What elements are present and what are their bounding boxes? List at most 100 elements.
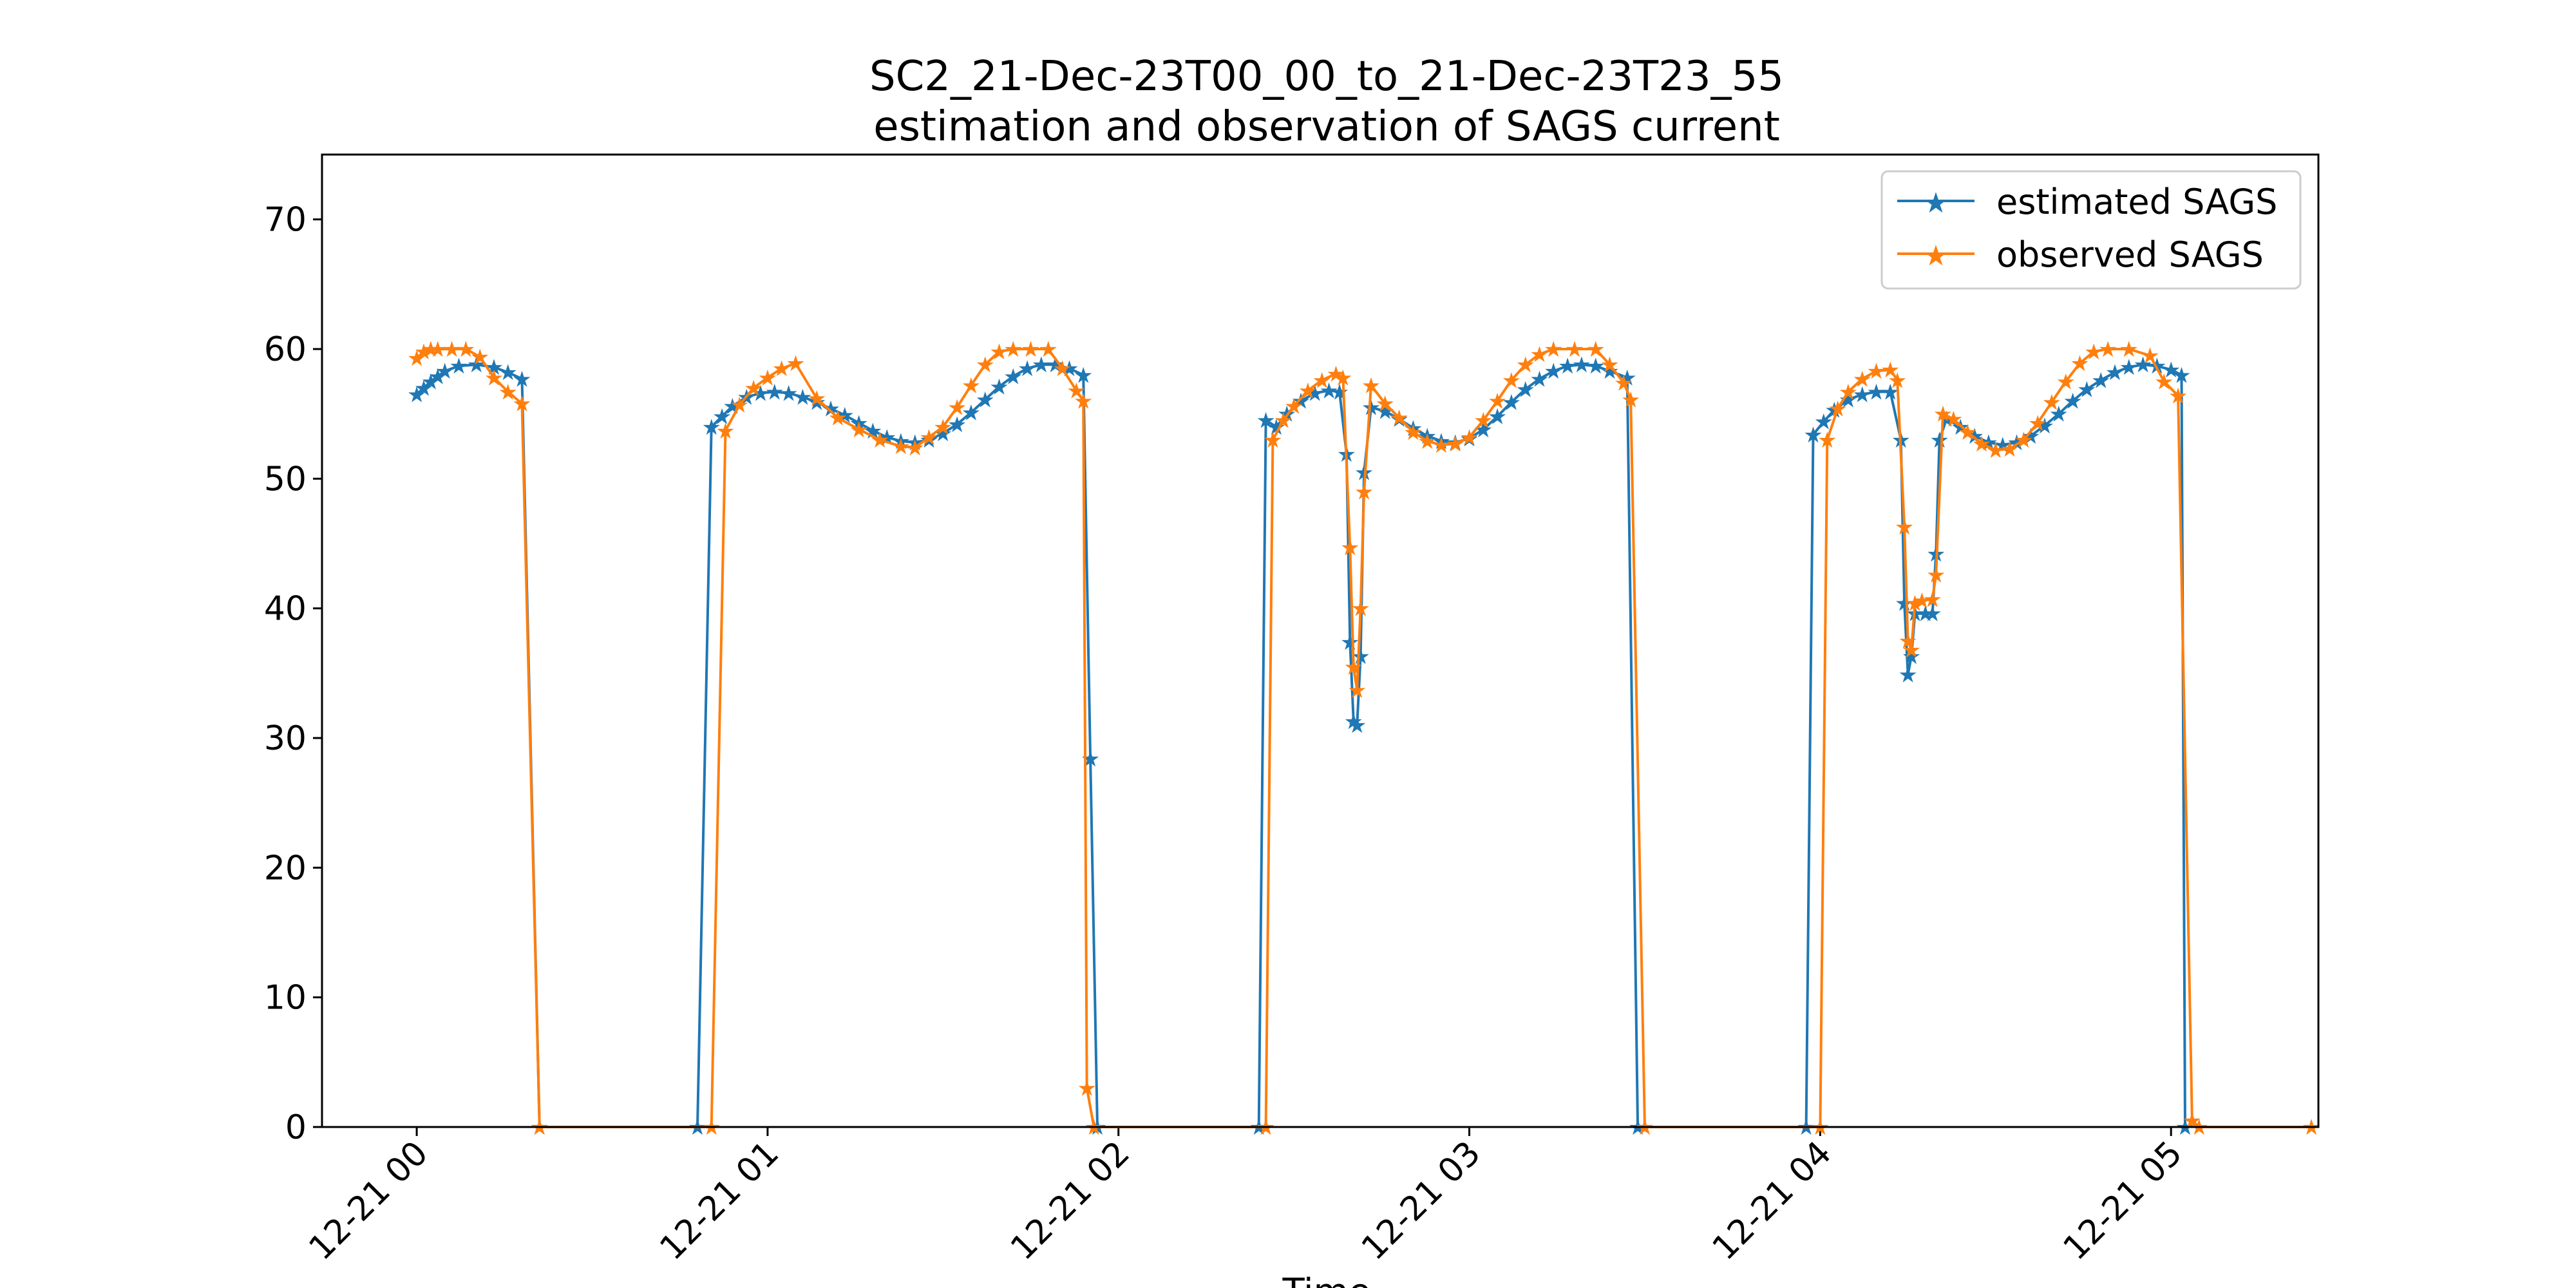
- chart-title-line-2: estimation and observation of SAGS curre…: [873, 103, 1780, 151]
- data-point: ★: [1003, 364, 1023, 390]
- data-point: ★: [1081, 746, 1100, 772]
- data-point: ★: [1039, 337, 1058, 363]
- data-point: ★: [428, 364, 448, 390]
- data-point: ★: [1958, 420, 1977, 446]
- y-tick-label: 20: [264, 849, 307, 887]
- series-layer: ★★★★★★★★★★★ ★★★★★★★★★★★★★★★★★★★★★★★★★★★★★…: [407, 337, 2321, 1141]
- data-point: ★: [1614, 370, 1633, 396]
- data-point: ★: [1922, 601, 1942, 627]
- data-point: ★: [1350, 596, 1370, 622]
- data-point: ★: [1586, 337, 1605, 363]
- data-point: ★: [2161, 357, 2181, 383]
- data-point: ★: [407, 346, 426, 372]
- legend-label-observed: observed SAGS: [1996, 234, 2264, 275]
- data-point: ★: [1828, 397, 1847, 422]
- data-point: ★: [1898, 629, 1917, 654]
- data-point: ★: [1544, 359, 1563, 384]
- data-point: ★: [1347, 678, 1367, 704]
- data-point: ★: [2014, 428, 2033, 453]
- data-point: ★: [1600, 352, 1619, 378]
- data-point: ★: [2035, 413, 2054, 439]
- y-tick-label: 10: [264, 979, 307, 1018]
- data-point: ★: [2049, 402, 2069, 428]
- data-point: ★: [1895, 515, 1914, 540]
- data-point: ★: [1446, 431, 1465, 457]
- data-point: ★: [2063, 389, 2082, 415]
- data-point: ★: [1898, 662, 1917, 688]
- data-point: ★: [1916, 601, 1935, 627]
- data-point: ★: [786, 351, 805, 377]
- data-point: ★: [730, 393, 749, 419]
- data-point: ★: [870, 428, 889, 453]
- y-axis: 0 10 20 30 40 50 60 70: [264, 201, 322, 1147]
- data-point: ★: [1074, 363, 1093, 388]
- data-point: ★: [1866, 379, 1886, 405]
- data-point: ★: [1344, 654, 1363, 680]
- data-point: ★: [1403, 420, 1423, 446]
- y-tick-label: 50: [264, 460, 307, 498]
- data-point: ★: [1488, 389, 1507, 415]
- data-point: ★: [1929, 428, 1949, 453]
- data-point: ★: [1330, 379, 1349, 405]
- data-point: ★: [1074, 389, 1093, 415]
- data-point: ★: [1803, 422, 1823, 448]
- data-point: ★: [1944, 407, 1963, 433]
- y-tick-label: 40: [264, 590, 307, 629]
- data-point: ★: [961, 373, 981, 399]
- y-tick-label: 0: [285, 1108, 307, 1147]
- data-point: ★: [793, 385, 812, 411]
- data-point: ★: [1340, 535, 1359, 561]
- data-point: ★: [1530, 366, 1549, 392]
- data-point: ★: [1389, 406, 1408, 431]
- data-point: ★: [2021, 424, 2040, 450]
- data-point: ★: [456, 337, 475, 363]
- data-point: ★: [421, 337, 440, 363]
- legend-label-estimated: estimated SAGS: [1996, 182, 2277, 222]
- series-observed-sags: ★★★★★★★★★★★ ★★★★★★★★★ ★ ★ ★★★★★★★★★★★★★★★★ ★★…: [407, 337, 2321, 1141]
- data-point: ★: [1298, 378, 1318, 404]
- data-point: ★: [1922, 587, 1942, 613]
- data-point: ★: [2056, 369, 2075, 395]
- data-point: ★: [2070, 351, 2089, 377]
- data-point: ★: [758, 365, 777, 391]
- data-point: ★: [435, 359, 454, 384]
- data-point: ★: [2154, 369, 2174, 395]
- data-point: ★: [1515, 377, 1535, 402]
- data-point: ★: [1565, 337, 1584, 363]
- series-line-observed-sags: [415, 348, 2312, 1128]
- data-point: ★: [414, 339, 433, 365]
- data-point: ★: [1459, 425, 1479, 451]
- data-point: ★: [1032, 352, 1051, 378]
- data-point: ★: [744, 375, 763, 401]
- data-point: ★: [1018, 356, 1037, 382]
- data-point: ★: [1621, 388, 1640, 413]
- data-point: ★: [1926, 562, 1946, 588]
- data-point: ★: [701, 415, 721, 440]
- data-point: ★: [1417, 429, 1437, 455]
- data-point: ★: [2119, 355, 2139, 381]
- data-point: ★: [407, 383, 426, 408]
- data-point: ★: [2042, 390, 2061, 416]
- data-point: ★: [715, 419, 735, 444]
- data-point: ★: [498, 379, 518, 405]
- data-point: ★: [2172, 363, 2191, 388]
- data-point: ★: [1263, 428, 1282, 453]
- data-point: ★: [1333, 365, 1352, 391]
- data-point: ★: [1817, 428, 1837, 453]
- data-point: ★: [1021, 337, 1040, 363]
- data-point: ★: [1003, 337, 1023, 363]
- y-tick-label: 30: [264, 719, 307, 758]
- data-point: ★: [891, 429, 911, 455]
- data-point: ★: [428, 337, 448, 363]
- data-point: ★: [1572, 352, 1591, 378]
- data-point: ★: [1986, 438, 2005, 464]
- data-point: ★: [828, 406, 848, 431]
- data-point: ★: [2000, 437, 2019, 462]
- y-tick-label: 70: [264, 201, 307, 240]
- x-axis-label: Time: [1282, 1271, 1370, 1288]
- data-point: ★: [449, 354, 468, 379]
- data-point: ★: [1361, 373, 1381, 399]
- data-point: ★: [1905, 591, 1924, 617]
- data-point: ★: [989, 339, 1009, 365]
